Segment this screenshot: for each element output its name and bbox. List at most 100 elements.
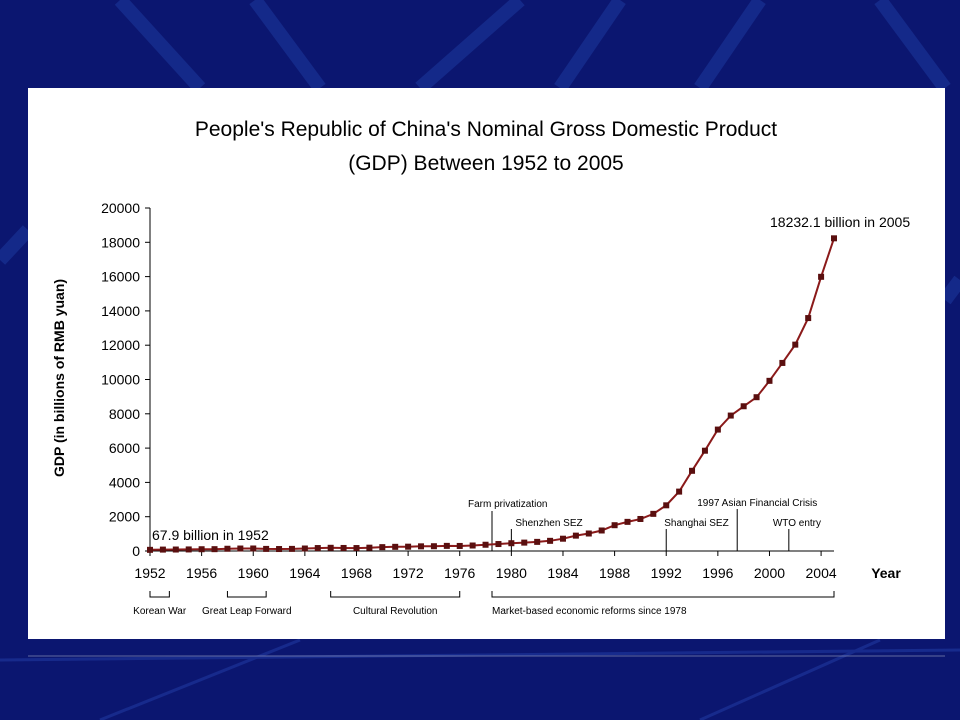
gdp-data-point bbox=[288, 545, 295, 552]
period-label: Korean War bbox=[133, 606, 187, 617]
gdp-data-point bbox=[314, 545, 321, 552]
gdp-data-point bbox=[443, 542, 450, 549]
period-bracket bbox=[330, 591, 461, 598]
gdp-data-point bbox=[263, 545, 270, 552]
y-tick-label: 14000 bbox=[101, 303, 140, 319]
period-label: Great Leap Forward bbox=[202, 606, 292, 617]
gdp-data-point bbox=[392, 543, 399, 550]
gdp-data-point bbox=[276, 546, 283, 553]
y-tick-label: 16000 bbox=[101, 269, 140, 285]
x-axis-title: Year bbox=[871, 565, 901, 581]
gdp-data-point bbox=[482, 541, 489, 548]
gdp-data-point bbox=[198, 546, 205, 553]
start-value-label: 67.9 billion in 1952 bbox=[152, 527, 269, 543]
y-tick-label: 12000 bbox=[101, 337, 140, 353]
x-tick-label: 2004 bbox=[806, 565, 837, 581]
x-tick-label: 1988 bbox=[599, 565, 630, 581]
gdp-data-point bbox=[147, 546, 153, 553]
gdp-data-point bbox=[689, 467, 696, 474]
gdp-data-point bbox=[185, 546, 192, 553]
gdp-data-point bbox=[456, 542, 463, 549]
gdp-data-point bbox=[469, 542, 476, 549]
x-tick-label: 1972 bbox=[393, 565, 424, 581]
gdp-data-point bbox=[701, 447, 708, 454]
period-label: Market-based economic reforms since 1978 bbox=[492, 606, 687, 617]
gdp-data-point bbox=[379, 544, 386, 551]
gdp-data-point bbox=[572, 532, 579, 539]
gdp-data-point bbox=[753, 394, 760, 401]
gdp-data-point bbox=[676, 488, 683, 495]
gdp-data-point bbox=[611, 522, 618, 529]
chart-title-line1: People's Republic of China's Nominal Gro… bbox=[195, 118, 777, 141]
gdp-data-point bbox=[405, 543, 412, 550]
y-tick-label: 18000 bbox=[101, 234, 140, 250]
x-tick-label: 1968 bbox=[341, 565, 372, 581]
x-tick-label: 1980 bbox=[496, 565, 527, 581]
y-tick-label: 8000 bbox=[109, 406, 140, 422]
gdp-data-point bbox=[418, 543, 425, 550]
gdp-data-point bbox=[366, 544, 373, 551]
gdp-data-point bbox=[740, 403, 747, 410]
gdp-data-point bbox=[547, 537, 554, 544]
y-tick-label: 20000 bbox=[101, 200, 140, 216]
event-label: WTO entry bbox=[773, 518, 821, 529]
end-value-label: 18232.1 billion in 2005 bbox=[770, 214, 910, 230]
y-tick-label: 4000 bbox=[109, 474, 140, 490]
x-tick-label: 1952 bbox=[134, 565, 165, 581]
gdp-data-point bbox=[792, 341, 799, 348]
gdp-data-point bbox=[495, 541, 502, 548]
x-tick-label: 2000 bbox=[754, 565, 785, 581]
gdp-data-point bbox=[805, 315, 812, 322]
y-tick-label: 0 bbox=[132, 543, 140, 559]
gdp-data-point bbox=[353, 545, 360, 552]
period-bracket bbox=[149, 591, 170, 598]
period-bracket bbox=[491, 591, 835, 598]
y-axis-title: GDP (in billions of RMB yuan) bbox=[51, 279, 67, 477]
gdp-data-point bbox=[559, 535, 566, 542]
gdp-data-point bbox=[521, 539, 528, 546]
gdp-data-point bbox=[301, 545, 308, 552]
gdp-data-point bbox=[585, 530, 592, 537]
gdp-data-point bbox=[327, 544, 334, 551]
x-tick-label: 1992 bbox=[651, 565, 682, 581]
gdp-data-point bbox=[340, 544, 347, 551]
event-label: Shenzhen SEZ bbox=[515, 518, 582, 529]
x-tick-label: 1956 bbox=[186, 565, 217, 581]
gdp-data-point bbox=[172, 546, 179, 553]
period-bracket bbox=[226, 591, 267, 598]
gdp-data-point bbox=[650, 510, 657, 517]
gdp-data-point bbox=[714, 426, 721, 433]
gdp-line-chart: People's Republic of China's Nominal Gro… bbox=[51, 118, 910, 617]
gdp-data-point bbox=[624, 518, 631, 525]
gdp-data-point bbox=[250, 545, 257, 552]
gdp-data-point bbox=[159, 546, 166, 553]
period-label: Cultural Revolution bbox=[353, 606, 438, 617]
y-tick-label: 6000 bbox=[109, 440, 140, 456]
plot-area: 0 2000 4000 6000 8000 10000 12000 14000 16000 180… bbox=[101, 200, 837, 617]
gdp-data-point bbox=[237, 545, 244, 552]
gdp-data-point bbox=[831, 235, 837, 242]
gdp-data-point bbox=[779, 359, 786, 366]
gdp-data-point bbox=[430, 543, 437, 550]
x-tick-label: 1976 bbox=[444, 565, 475, 581]
gdp-data-point bbox=[211, 546, 218, 553]
gdp-data-point bbox=[534, 538, 541, 545]
y-tick-label: 2000 bbox=[109, 509, 140, 525]
x-tick-label: 1996 bbox=[702, 565, 733, 581]
event-label: 1997 Asian Financial Crisis bbox=[697, 498, 817, 509]
gdp-data-point bbox=[818, 273, 825, 280]
x-tick-label: 1960 bbox=[238, 565, 269, 581]
gdp-data-point bbox=[637, 515, 644, 522]
chart-panel: People's Republic of China's Nominal Gro… bbox=[28, 88, 945, 639]
gdp-data-point bbox=[598, 527, 605, 534]
x-tick-label: 1964 bbox=[289, 565, 320, 581]
y-tick-label: 10000 bbox=[101, 372, 140, 388]
x-tick-label: 1984 bbox=[547, 565, 578, 581]
event-label: Farm privatization bbox=[468, 499, 547, 510]
event-label: Shanghai SEZ bbox=[664, 518, 729, 529]
gdp-data-point bbox=[663, 502, 670, 509]
gdp-data-point bbox=[508, 540, 515, 547]
gdp-data-point bbox=[224, 545, 231, 552]
chart-title-line2: (GDP) Between 1952 to 2005 bbox=[348, 152, 624, 175]
gdp-data-point bbox=[727, 412, 734, 419]
